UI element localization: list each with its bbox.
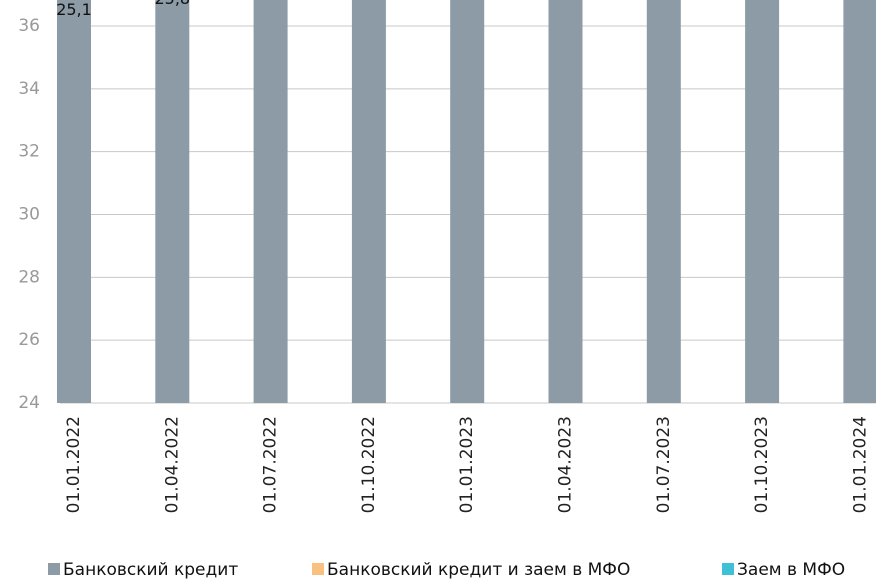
y-tick-label: 28: [18, 267, 40, 287]
bar-segment: [745, 0, 780, 403]
y-tick-label: 30: [18, 205, 40, 225]
value-label: 25,8: [154, 0, 190, 8]
legend-swatch: [312, 563, 324, 575]
legend-swatch: [48, 563, 60, 575]
x-tick-label: 01.01.2023: [457, 416, 477, 513]
bar-segment: [450, 0, 485, 404]
y-tick-label: 26: [18, 330, 40, 350]
bar-segment: [646, 0, 681, 403]
y-tick-label: 34: [18, 79, 40, 99]
bar-segment: [155, 0, 190, 403]
y-tick-label: 32: [18, 142, 40, 162]
y-tick-label: 36: [18, 16, 40, 36]
legend-swatch: [722, 563, 734, 575]
y-tick-label: 24: [18, 393, 40, 413]
x-tick-label: 01.04.2023: [556, 416, 576, 513]
legend-label: Банковский кредит: [63, 560, 238, 580]
value-label: 25,1: [56, 0, 92, 19]
bar-segment: [548, 0, 583, 403]
legend-label: Банковский кредит и заем в МФО: [327, 560, 630, 580]
value-label: 26,2: [253, 0, 289, 2]
x-tick-label: 01.07.2023: [654, 416, 674, 513]
bar-segment: [57, 0, 91, 404]
bar-segment: [843, 0, 876, 403]
x-tick-label: 01.10.2023: [752, 416, 772, 513]
x-tick-label: 01.01.2022: [64, 416, 84, 513]
legend-label: Заем в МФО: [737, 560, 845, 580]
bar-segment: [253, 0, 288, 403]
x-tick-label: 01.01.2024: [850, 416, 870, 513]
x-tick-label: 01.10.2022: [359, 416, 379, 513]
x-tick-label: 01.07.2022: [261, 416, 281, 513]
bar-segment: [351, 0, 386, 404]
x-tick-label: 01.04.2022: [162, 416, 182, 513]
